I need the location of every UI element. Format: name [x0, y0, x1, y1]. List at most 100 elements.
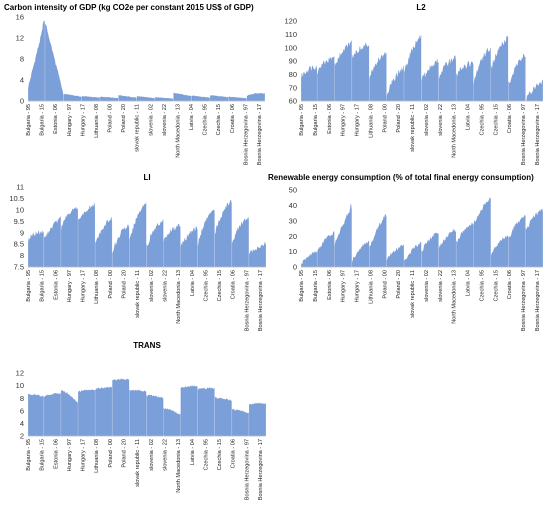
x-tick-label: Latvia - 04: [466, 104, 472, 130]
y-tick-label: 20: [289, 232, 297, 241]
series-segment-14: [249, 402, 266, 437]
y-tick-label: 16: [16, 13, 24, 22]
x-tick-label: North Macedonia - 13: [452, 270, 458, 324]
x-tick-label: Bulgaria - 15: [40, 439, 46, 471]
x-tick-label: Hungary - 97: [67, 104, 73, 136]
x-tick-label: Czechia - 15: [216, 104, 222, 135]
series-segment-5: [95, 386, 112, 437]
series-segment-2: [44, 216, 61, 268]
series-segment-8: [421, 58, 439, 102]
x-tick-label: slovak republic - 11: [410, 104, 416, 152]
x-tick-label: Czechia - 15: [217, 439, 223, 470]
series-segment-2: [317, 56, 335, 102]
x-tick-label: Czechia - 95: [203, 439, 209, 470]
x-tick-label: Poland - 20: [396, 270, 402, 299]
x-tick-label: Poland - 20: [121, 104, 127, 133]
y-tick-label: 8: [20, 251, 24, 260]
x-tick-label: Lithuania - 08: [368, 104, 374, 138]
x-tick-label: Hungary - 97: [341, 104, 347, 136]
x-tick-label: slovenia - 02: [424, 104, 430, 136]
y-tick-label: 120: [284, 17, 297, 26]
y-tick-label: 9.5: [14, 217, 24, 226]
series-segment-4: [352, 42, 370, 102]
series-segment-11: [197, 209, 215, 268]
series-segment-8: [146, 394, 164, 437]
series-segment-1: [28, 230, 44, 268]
x-tick-label: Bulgaria - 15: [313, 270, 319, 302]
y-tick-label: 0: [20, 97, 24, 106]
y-tick-label: 8.5: [14, 240, 24, 249]
series-segment-10: [456, 222, 474, 268]
chart-title: Renewable energy consumption (% of total…: [268, 173, 534, 182]
x-tick-label: Bulgaria - 95: [299, 270, 305, 302]
series-segment-10: [180, 385, 198, 437]
series-segment-4: [352, 240, 370, 268]
x-tick-label: Bosnia Herzegovina - 97: [244, 270, 250, 331]
x-tick-label: slovenia - 02: [148, 104, 154, 136]
series-segment-14: [525, 208, 543, 268]
series-segment-7: [404, 35, 422, 102]
x-tick-label: Bosnia Herzegovina - 97: [243, 104, 249, 165]
series-segment-6: [112, 378, 130, 437]
y-tick-label: 11: [16, 183, 24, 192]
x-tick-label: Czechia - 15: [493, 270, 499, 301]
x-tick-label: Croatia - 06: [507, 104, 513, 133]
x-tick-label: Lithuania - 08: [368, 270, 374, 304]
y-tick-label: 8: [20, 394, 24, 403]
series-segment-5: [369, 214, 387, 268]
x-tick-label: Hungary - 97: [67, 270, 73, 302]
y-tick-label: 70: [289, 83, 297, 92]
x-tick-label: Hungary - 17: [80, 104, 86, 136]
x-tick-label: slovak republic - 11: [135, 270, 141, 318]
y-tick-label: 100: [284, 43, 297, 52]
x-tick-label: North Macedonia - 13: [452, 104, 458, 158]
series-segment-9: [438, 55, 456, 102]
x-tick-label: North Macedonia - 13: [176, 439, 182, 493]
x-tick-label: slovenia - 02: [149, 270, 155, 302]
x-tick-label: Poland - 00: [108, 104, 114, 133]
x-tick-label: Estonia - 06: [327, 104, 333, 134]
series-segment-4: [81, 96, 100, 102]
x-tick-label: Bosnia Herzegovina - 97: [244, 439, 250, 500]
x-tick-label: slovenia - 22: [162, 104, 168, 136]
series-segment-13: [508, 53, 526, 102]
y-tick-label: 90: [289, 57, 297, 66]
x-tick-label: slovak republic - 11: [410, 270, 416, 318]
series-segment-7: [404, 241, 422, 268]
x-tick-label: slovenia - 22: [438, 270, 444, 302]
series-segment-6: [112, 224, 130, 268]
x-tick-label: slovenia - 22: [162, 270, 168, 302]
x-tick-label: Czechia - 95: [203, 270, 209, 301]
y-tick-label: 8: [20, 55, 24, 64]
series-segment-10: [456, 61, 474, 102]
series-segment-1: [301, 65, 317, 102]
y-tick-label: 60: [289, 97, 297, 106]
series-segment-3: [61, 389, 78, 437]
y-tick-label: 7.5: [14, 263, 24, 272]
y-tick-label: 50: [289, 186, 297, 195]
series-segment-13: [246, 93, 265, 102]
series-segment-8: [421, 232, 439, 268]
series-segment-5: [95, 216, 112, 268]
x-tick-label: Estonia - 06: [53, 439, 59, 469]
y-tick-label: 10: [16, 381, 24, 390]
series-segment-7: [129, 389, 147, 437]
series-segment-12: [228, 96, 247, 102]
y-tick-label: 2: [20, 432, 24, 441]
x-tick-label: Lithuania - 08: [94, 104, 100, 138]
series-segment-11: [210, 95, 229, 102]
chart-title: Carbon intensity of GDP (kg CO2e per con…: [4, 3, 254, 12]
x-tick-label: Bosnia Herzegovina - 17: [535, 270, 541, 331]
series-segment-5: [100, 96, 119, 102]
series-segment-10: [180, 225, 198, 268]
x-tick-label: Czechia - 15: [493, 104, 499, 135]
x-tick-label: Bosnia Herzegovina - 97: [521, 270, 527, 331]
x-tick-label: North Macedonia - 13: [176, 270, 182, 324]
x-tick-label: Czechia - 15: [217, 270, 223, 301]
x-tick-label: Bosnia Herzegovina - 97: [521, 104, 527, 165]
x-tick-label: Poland - 00: [382, 270, 388, 299]
series-segment-14: [249, 241, 266, 268]
y-tick-label: 4: [20, 419, 24, 428]
x-tick-label: slovak republic - 11: [135, 104, 141, 152]
series-segment-3: [63, 93, 82, 102]
